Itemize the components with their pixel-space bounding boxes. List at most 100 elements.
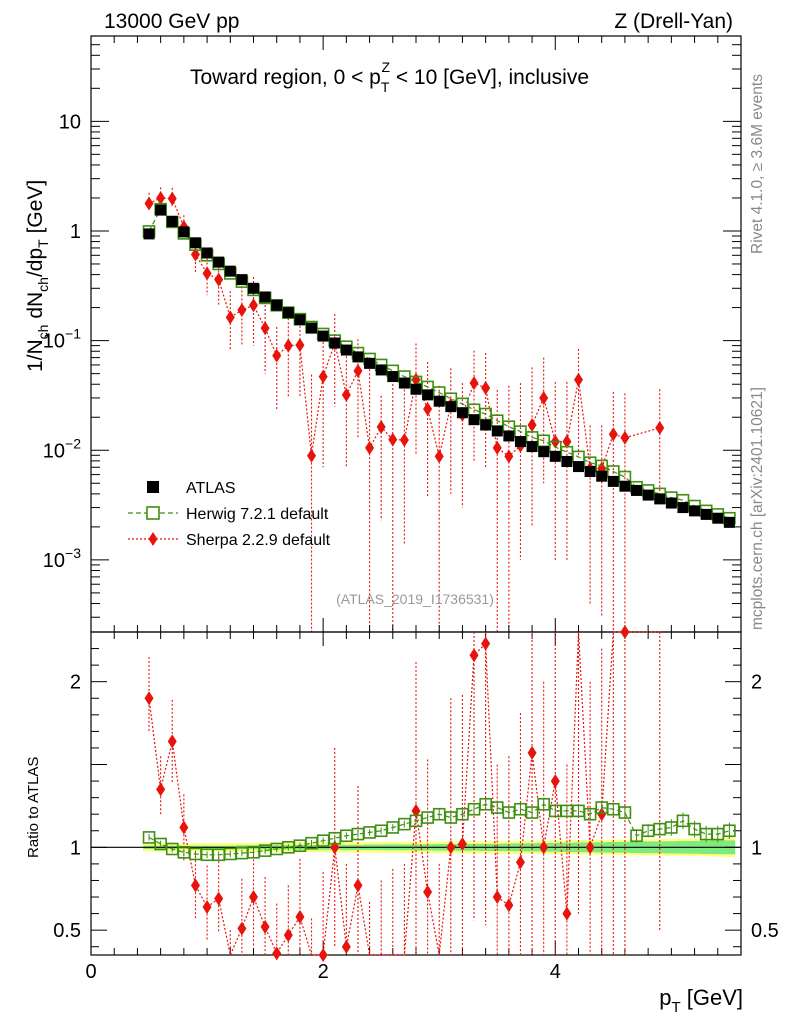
herwig-ratio-point [572,804,585,818]
sherpa-point [318,369,328,384]
main-y-tick-label: 10−2 [43,435,81,462]
herwig-ratio-point [328,831,342,845]
herwig-ratio-point [560,804,574,818]
atlas-point [723,516,735,528]
sherpa-point [260,321,270,336]
herwig-ratio-point [200,848,214,862]
sherpa-series [144,187,665,632]
atlas-point [549,450,561,462]
atlas-point [700,508,712,520]
sherpa-point [562,434,572,449]
atlas-point [306,322,318,334]
sherpa-ratio-point [411,803,421,818]
herwig-ratio-point [595,801,609,814]
sherpa-ratio-point [190,878,200,893]
herwig-ratio-point [293,839,307,852]
sherpa-point [539,390,549,405]
herwig-ratio-point [316,834,330,848]
herwig-ratio-point [270,842,284,856]
herwig-ratio-point [711,827,725,841]
sherpa-ratio-point [341,939,351,954]
atlas-series [143,204,735,528]
herwig-ratio-point [386,821,400,834]
sherpa-point [423,401,433,416]
herwig-ratio-point [409,814,423,828]
atlas-point [607,475,619,487]
watermark: (ATLAS_2019_I1736531) [336,591,494,607]
herwig-ratio-point [479,797,492,811]
atlas-point [352,351,364,363]
sherpa-ratio-point [527,745,537,760]
herwig-ratio-point [699,827,713,841]
sherpa-ratio-point [179,820,189,835]
atlas-point [189,237,201,249]
atlas-point [387,371,399,383]
atlas-point [178,226,190,238]
sherpa-ratio-point [539,840,549,855]
atlas-point [248,282,259,294]
sherpa-point [341,387,351,402]
sherpa-point [237,303,247,318]
sherpa-ratio-point [446,840,456,855]
sherpa-ratio-point [515,855,525,870]
sherpa-ratio-point [562,906,572,921]
header-left: 13000 GeV pp [104,10,239,33]
sherpa-point [655,420,665,435]
sherpa-point [202,266,212,281]
herwig-ratio-point [723,824,736,838]
x-tick-label: 4 [550,961,561,983]
herwig-ratio-point [502,806,516,819]
sherpa-point [481,380,491,395]
atlas-point [677,502,689,514]
atlas-point [410,383,422,395]
herwig-ratio-point [537,797,550,811]
herwig-ratio-point [247,846,260,859]
sherpa-ratio-point [585,840,595,855]
sherpa-ratio-point [272,946,282,961]
atlas-point [271,299,283,311]
sherpa-point [376,419,386,434]
atlas-point [364,357,376,369]
herwig-ratio-series [142,797,736,862]
herwig-ratio-point [363,826,376,839]
sherpa-point [283,338,293,353]
atlas-point [166,215,178,227]
sherpa-ratio-point [504,898,514,913]
herwig-ratio-point [305,836,318,850]
herwig-ratio-point [630,829,643,843]
atlas-point [561,455,573,467]
herwig-ratio-point [212,848,225,862]
atlas-point [596,470,608,482]
atlas-point [282,307,294,319]
atlas-point [712,512,724,524]
herwig-ratio-point [607,802,620,816]
herwig-ratio-point [583,807,597,821]
sherpa-ratio-line [148,631,660,957]
atlas-point [538,446,550,458]
herwig-ratio-point [374,824,388,838]
sherpa-point [144,196,154,211]
atlas-point [155,204,167,216]
atlas-point [329,337,341,349]
main-ylabel: 1/Nch dNch/dpT [GeV] [24,180,51,372]
main-y-tick-label: 10−3 [43,545,81,572]
sherpa-ratio-point [353,878,363,893]
ratio-ylabel: Ratio to ATLAS [25,757,42,858]
atlas-point [143,228,155,240]
herwig-series [142,202,736,525]
sherpa-ratio-point [457,837,467,852]
atlas-point [468,414,480,426]
main-panel: 10 1 10−1 10−2 10−3 [43,35,742,633]
sherpa-point [574,372,583,387]
sherpa-ratio-point [156,782,166,797]
atlas-point [584,466,596,478]
sherpa-ratio-point [249,890,258,905]
atlas-point [340,344,352,356]
herwig-ratio-point [467,802,481,816]
herwig-ratio-point [154,837,167,851]
atlas-point [213,256,225,268]
sherpa-ratio-point [318,948,328,962]
sherpa-point [504,449,514,464]
atlas-point [665,497,677,509]
